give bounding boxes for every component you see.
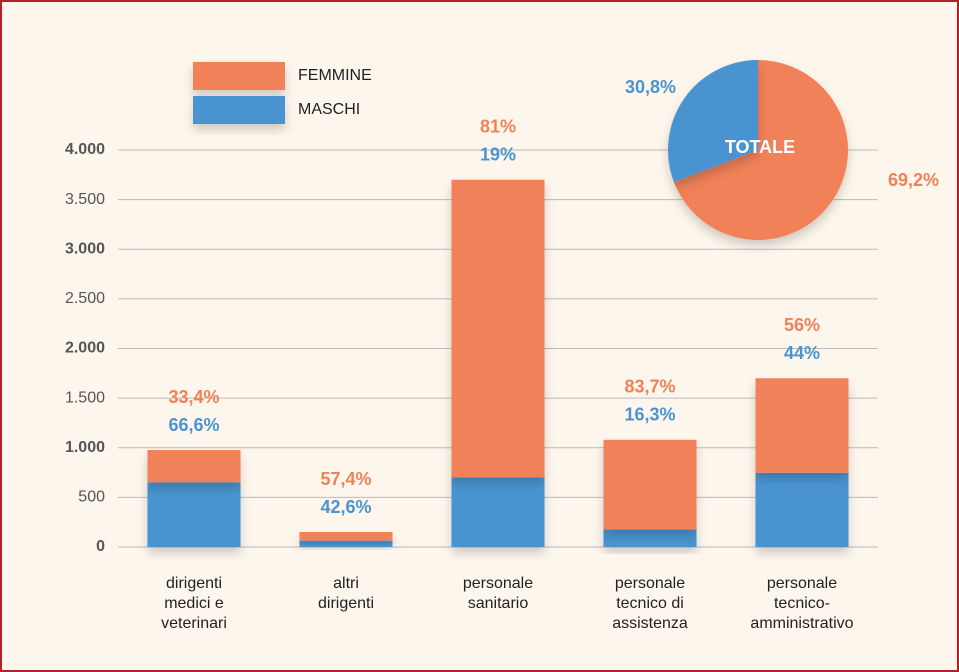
percent-label: 57,4% — [320, 469, 371, 489]
bar-segment — [299, 540, 393, 547]
y-tick-label: 4.000 — [65, 141, 105, 158]
x-tick-label: personale tecnico di assistenza — [612, 575, 688, 632]
y-tick-label: 0 — [96, 538, 105, 555]
bar-segment — [603, 529, 697, 547]
percent-label: 83,7% — [624, 377, 675, 397]
pie-slice — [668, 60, 758, 183]
y-tick-label: 3.500 — [65, 191, 105, 208]
legend-label: FEMMINE — [298, 67, 372, 84]
pie-label: 30,8% — [625, 77, 676, 97]
percent-label: 81% — [480, 117, 516, 137]
bar-segment — [299, 532, 393, 541]
bar-segment — [147, 450, 241, 483]
bar-segment — [755, 472, 849, 547]
pie-label: 69,2% — [888, 170, 939, 190]
y-tick-label: 3.000 — [65, 240, 105, 257]
y-tick-label: 1.500 — [65, 389, 105, 406]
bar-segment — [147, 482, 241, 547]
percent-label: 66,6% — [168, 415, 219, 435]
x-tick-label: altri dirigenti — [317, 575, 375, 612]
x-tick-label: personale sanitario — [462, 575, 534, 612]
bar-segment — [451, 477, 545, 547]
y-tick-label: 2.500 — [65, 290, 105, 307]
y-tick-label: 1.000 — [65, 439, 105, 456]
y-tick-label: 500 — [78, 489, 105, 506]
percent-label: 56% — [784, 315, 820, 335]
legend-swatch — [193, 96, 285, 124]
legend-swatch — [193, 62, 285, 90]
bar-segment — [603, 439, 697, 530]
legend-label: MASCHI — [298, 101, 360, 118]
pie-slice — [673, 60, 849, 241]
y-tick-label: 2.000 — [65, 340, 105, 357]
bar-segment — [451, 179, 545, 478]
x-tick-label: personale tecnico- amministrativo — [750, 575, 854, 632]
bar-segment — [755, 378, 849, 473]
x-tick-label: dirigenti medici e veterinari — [161, 575, 227, 632]
percent-label: 42,6% — [320, 497, 371, 517]
percent-label: 33,4% — [168, 387, 219, 407]
percent-label: 19% — [480, 145, 516, 165]
percent-label: 16,3% — [624, 405, 675, 425]
pie-title: TOTALE — [725, 137, 795, 157]
percent-label: 44% — [784, 343, 820, 363]
